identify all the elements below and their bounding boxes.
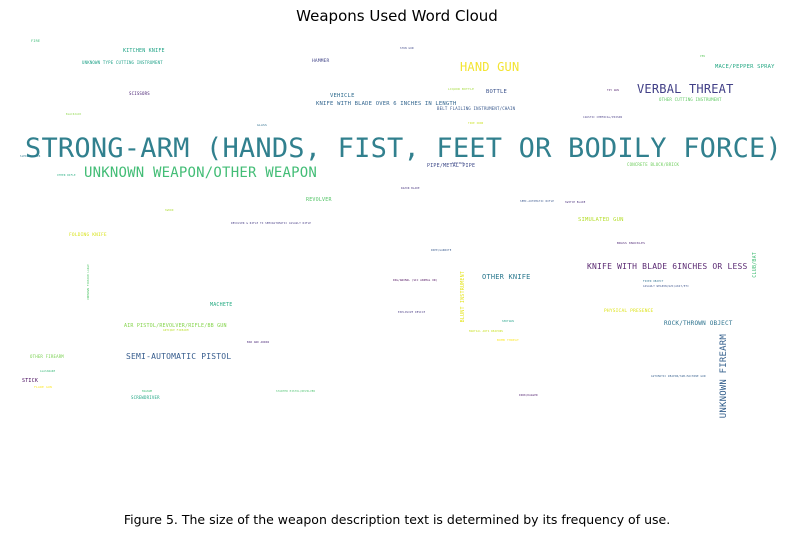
word-cloud-term: FOLDING KNIFE — [69, 233, 107, 238]
word-cloud-term: STRONG-ARM (HANDS, FIST, FEET OR BODILY … — [25, 133, 782, 164]
word-cloud-term: EXPLOSIVE DEVICE — [398, 311, 426, 314]
word-cloud-term: MARTIAL ARTS WEAPONS — [469, 330, 504, 333]
word-cloud-term: OTHER RIFLE — [57, 174, 76, 177]
word-cloud-term: VERBAL THREAT — [637, 82, 734, 96]
word-cloud-term: SYRINGE — [452, 162, 464, 165]
word-cloud-term: CONCRETE BLOCK/BRICK — [627, 162, 680, 167]
word-cloud-term: BELT FLAILING INSTRUMENT/CHAIN — [437, 106, 516, 111]
word-cloud-term: AIR PISTOL/REVOLVER/RIFLE/BB GUN — [124, 323, 227, 329]
word-cloud-term: SIMULATED GUN — [578, 217, 624, 223]
word-cloud-term: SEMI-AUTOMATIC RIFLE — [520, 200, 555, 203]
word-cloud-term: SWITCH BLADE — [565, 201, 586, 204]
word-cloud-term: SCISSORS — [129, 91, 150, 96]
word-cloud-term: SLEDGEHAMMER — [20, 155, 41, 158]
word-cloud-term: PIPE/METAL PIPE — [427, 163, 476, 169]
word-cloud-term: ANTIQUE FIREARM — [163, 329, 189, 332]
word-cloud-term: LIQUOR BOTTLE — [448, 87, 475, 91]
word-cloud-term: OTHER FIREARM — [30, 354, 64, 359]
word-cloud-term: SHOTGUN — [502, 320, 514, 323]
word-cloud-term: BOW AND ARROW — [247, 341, 270, 344]
word-cloud-term: DOG/ANIMAL (SIC ANIMAL ON) — [393, 279, 438, 282]
word-cloud-term: FIRE — [31, 39, 41, 43]
word-cloud-term: UNKNOWN WEAPON/OTHER WEAPON — [84, 165, 317, 181]
word-cloud-term: REVOLVER — [306, 197, 332, 203]
word-cloud-term: GLASS — [257, 123, 268, 127]
word-cloud-term: HAND GUN — [460, 60, 520, 74]
word-cloud-term: SCREWDRIVER — [131, 395, 160, 400]
word-cloud-term: CLUB/BAT — [752, 252, 758, 278]
word-cloud-term: FIXED OBJECT — [643, 280, 664, 283]
word-cloud-term: UNKNOWN FIREARM LARGE — [87, 264, 90, 300]
word-cloud-term: OTHER CUTTING INSTRUMENT — [659, 97, 722, 102]
word-cloud-term: TOY GUN — [607, 89, 619, 92]
word-cloud-term: STICK — [22, 378, 39, 384]
chart-title: Weapons Used Word Cloud — [296, 7, 498, 25]
word-cloud-term: GLASSWARE — [40, 370, 56, 373]
word-cloud-term: CAUSTIC CHEMICAL/POISON — [583, 116, 623, 119]
word-cloud-term: KNIFE WITH BLADE OVER 6 INCHES IN LENGTH — [316, 101, 457, 107]
word-cloud-term: AUTOMATIC WEAPON/SUB-MACHINE GUN — [651, 375, 706, 378]
word-cloud-term: RAZOR BLADE — [401, 187, 420, 190]
word-cloud-term: DIRK/DAGGER — [519, 394, 538, 397]
word-cloud-term: STUN GUN — [400, 47, 414, 50]
word-cloud-term: PHYSICAL PRESENCE — [604, 309, 654, 314]
word-cloud-term: BRASS KNUCKLES — [617, 241, 646, 245]
word-cloud-term: MAGNUM — [142, 390, 153, 393]
word-cloud-term: ROCK/THROWN OBJECT — [664, 320, 733, 327]
word-cloud-term: STARTER PISTOL/REVOLVER — [276, 390, 316, 393]
word-cloud-term: TIRE IRON — [468, 122, 484, 125]
word-cloud-term: KNIFE WITH BLADE 6INCHES OR LESS — [587, 262, 748, 271]
word-cloud-term: KITCHEN KNIFE — [123, 48, 165, 54]
word-cloud-term: BLACKJACK — [66, 113, 82, 116]
word-cloud-term: REVOLVER & RIFLE TO SEMIAUTOMATIC ASSAUL… — [231, 222, 312, 225]
word-cloud-term: VEHICLE — [330, 93, 355, 99]
figure-caption: Figure 5. The size of the weapon descrip… — [123, 512, 671, 527]
word-cloud-term: SEMI-AUTOMATIC PISTOL — [126, 352, 232, 361]
word-cloud-term: MACHETE — [210, 302, 233, 308]
word-cloud-term: SWORD — [165, 209, 174, 212]
word-cloud-term: ROPE/GARROTE — [431, 249, 452, 252]
word-cloud-term: OTHER KNIFE — [482, 273, 531, 281]
word-cloud-term: PEN — [700, 55, 706, 58]
word-cloud-term: BOMB THREAT — [497, 338, 520, 342]
word-cloud-term: UNKNOWN FIREARM — [719, 334, 729, 419]
word-cloud-term: BOTTLE — [486, 89, 508, 95]
word-cloud-term: BLUNT INSTRUMENT — [460, 271, 466, 323]
word-cloud-term: FLARE GUN — [34, 385, 53, 389]
word-cloud-term: MACE/PEPPER SPRAY — [715, 64, 775, 70]
word-cloud-term: HAMMER — [312, 59, 330, 64]
word-cloud-term: UNKNOWN TYPE CUTTING INSTRUMENT — [82, 60, 163, 65]
word-cloud-term: ASSAULT WEAPON/UZI/AK47/ETC — [643, 285, 690, 288]
